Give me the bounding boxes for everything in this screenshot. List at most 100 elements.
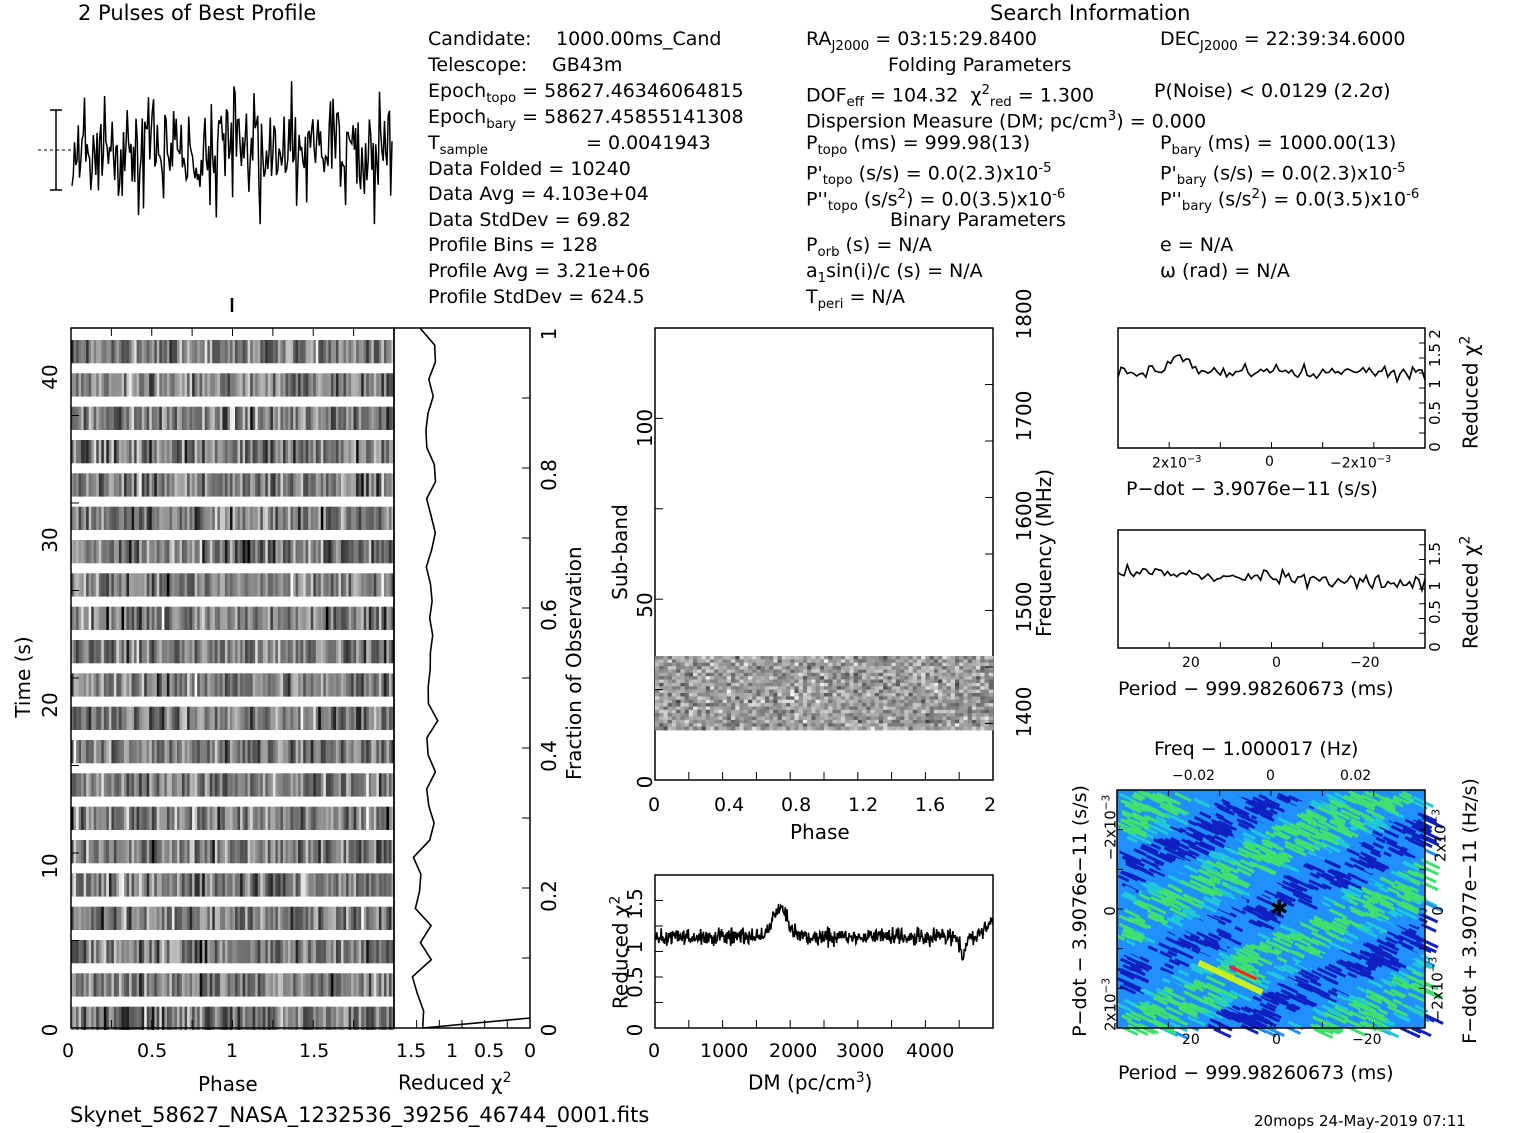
tp-cell (240, 840, 243, 864)
tp-cell (134, 1006, 137, 1030)
sb-cell (735, 669, 740, 674)
sb-cell (984, 726, 990, 731)
tp-cell (333, 440, 337, 464)
tp-cell (161, 1006, 165, 1030)
tp-cell (103, 673, 107, 697)
sb-cell (984, 719, 990, 724)
tp-cell (308, 340, 312, 364)
sb-cell (714, 689, 719, 694)
tp-cell (290, 873, 294, 897)
tp-cell (199, 573, 203, 597)
sb-cell (925, 713, 930, 717)
tp-cell (118, 773, 122, 797)
tp-cell (235, 540, 238, 564)
sb-cell (976, 719, 981, 724)
tp-cell (124, 740, 127, 764)
tp-cell (320, 473, 324, 497)
sb-cell (663, 709, 669, 714)
tp-cell (242, 706, 246, 730)
tp-cell (169, 506, 173, 530)
tp-cell (204, 573, 208, 597)
sb-cell (819, 666, 825, 670)
tp-cell (288, 940, 291, 964)
tp-cell (179, 906, 183, 930)
tp-cell (386, 540, 390, 564)
tp-cell (323, 606, 327, 630)
tp-cell (101, 973, 105, 997)
tp-cell (285, 406, 289, 430)
tp-cell (353, 940, 357, 964)
tp-cell (313, 506, 317, 530)
tp-cell (197, 1006, 201, 1030)
sb-cell (874, 656, 880, 660)
sb-cell (777, 699, 783, 704)
tp-cell (96, 806, 100, 830)
tp-cell (343, 740, 347, 764)
sb-cell (688, 659, 694, 664)
sb-cell (756, 669, 761, 674)
tp-cell (141, 806, 145, 830)
sb-cell (862, 706, 867, 711)
sb-cell (853, 719, 859, 724)
tp-cell (310, 406, 314, 430)
tp-cell (164, 973, 168, 997)
sb-cell (845, 686, 850, 691)
tp-cell (131, 906, 135, 930)
sb-cell (663, 676, 669, 680)
tp-cell (358, 740, 362, 764)
sb-cell (790, 726, 795, 731)
tp-cell (389, 473, 392, 497)
tp-cell (121, 406, 125, 430)
sb-cell (684, 659, 690, 664)
tp-cell (293, 573, 296, 597)
tp-cell (245, 840, 248, 864)
sb-cell (967, 693, 973, 697)
sb-cell (684, 699, 690, 704)
sb-cell (976, 672, 981, 677)
tp-cell (361, 1006, 365, 1030)
tp-cell (194, 906, 198, 930)
sb-cell (802, 656, 808, 660)
tp-cell (197, 540, 201, 564)
tp-cell (227, 973, 231, 997)
tp-cell (272, 673, 276, 697)
tp-cell (141, 740, 145, 764)
tp-cell (313, 840, 317, 864)
sb-cell (777, 689, 783, 694)
tp-cell (363, 440, 367, 464)
tp-cell (298, 906, 301, 930)
tp-cell (171, 673, 175, 697)
tp-cell (116, 773, 120, 797)
sb-cell (777, 676, 783, 680)
tp-cell (194, 1006, 198, 1030)
tp-cell (131, 1006, 135, 1030)
tp-cell (161, 573, 165, 597)
tp-cell (171, 440, 175, 464)
tp-cell (214, 673, 218, 697)
tp-cell (267, 673, 271, 697)
sb-cell (984, 723, 990, 728)
tp-cell (116, 840, 120, 864)
tp-cell (320, 973, 324, 997)
tp-cell (86, 473, 89, 497)
tp-cell (245, 973, 248, 997)
tp-cell (368, 440, 372, 464)
tp-cell (217, 773, 221, 797)
sb-cell (828, 713, 833, 717)
tp-cell (272, 573, 276, 597)
sb-cell (807, 726, 812, 731)
tp-cell (91, 573, 95, 597)
tp-cell (381, 773, 385, 797)
tp-cell (358, 906, 362, 930)
tp-cell (179, 540, 183, 564)
tp-cell (368, 806, 372, 830)
sb-cell (769, 669, 774, 674)
sb-cell (790, 713, 795, 717)
sb-cell (878, 713, 884, 717)
tp-cell (391, 406, 395, 430)
sb-cell (731, 709, 736, 714)
tp-cell (217, 806, 221, 830)
sb-cell (895, 676, 901, 680)
sb-cell (748, 662, 753, 667)
tp-cell (113, 373, 117, 397)
